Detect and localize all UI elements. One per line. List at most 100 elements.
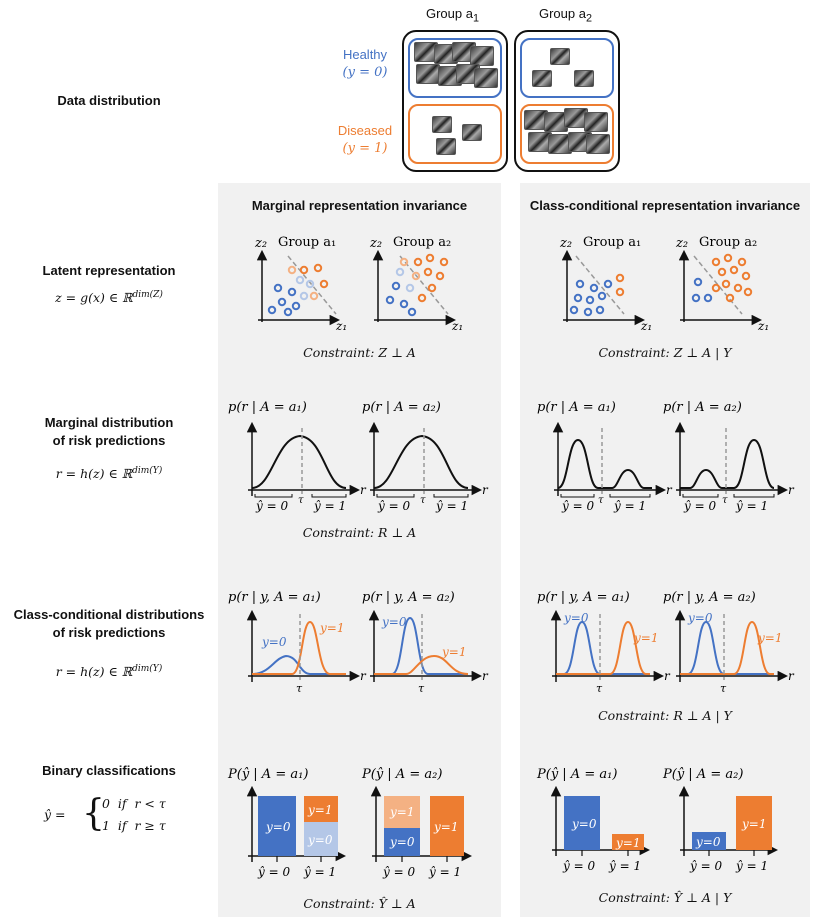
yhat1-label: ŷ = 1 [435, 499, 468, 513]
panel-marginal-invariance [218, 183, 501, 917]
row-label-marginal: Marginal distribution of risk prediction… [0, 414, 218, 450]
diseased-label: Diseased (y = 1) [330, 122, 400, 158]
xray-thumbnail [470, 46, 494, 66]
row-label-latent: Latent representation [42, 263, 176, 278]
row-label-marginal-l2: of risk predictions [52, 433, 166, 448]
group-a1-header: Group a1 [405, 6, 500, 25]
axis-label-z1: z₁ [640, 319, 652, 333]
xtick-yhat0: ŷ = 0 [257, 865, 290, 879]
row-label-classcond: Class-conditional distributions of risk … [0, 606, 218, 642]
xtick-yhat1: ŷ = 1 [735, 859, 768, 873]
axis-label-z2: z₂ [254, 236, 267, 251]
y1-label: y=1 [757, 631, 782, 645]
plot-title-group-a1: Group a₁ [278, 235, 336, 250]
axis-label-z1: z₁ [335, 319, 347, 333]
plot-title-group-a1: Group a₁ [583, 235, 641, 250]
y1-label: y=1 [633, 631, 658, 645]
yhat0-label: ŷ = 0 [561, 499, 594, 513]
plot-title-P-a2: P(ŷ | A = a₂) [662, 767, 743, 782]
diseased-text: Diseased [337, 123, 393, 138]
plot-title-p-marg-a1: p(r | A = a₁) [537, 400, 616, 415]
y0-label: y=0 [261, 635, 287, 649]
xtick-yhat1: ŷ = 1 [608, 859, 641, 873]
bar-yhat1-y1 [304, 796, 338, 822]
axis-label-r: r [482, 669, 489, 683]
xray-thumbnail [586, 134, 610, 154]
group-a1-healthy-box [408, 38, 502, 98]
xtick-yhat0: ŷ = 0 [562, 859, 595, 873]
constraint-latent-left: Constraint: Z ⊥ A [303, 345, 416, 360]
column-title-marginal: Marginal representation invariance [251, 198, 468, 213]
plot-title-p-cond-a2: p(r | y, A = a₂) [663, 590, 756, 605]
axis-label-r: r [664, 669, 671, 683]
xtick-yhat0: ŷ = 0 [382, 865, 415, 879]
latent-plot-right-a1: z₂ Group a₁ z₁ [559, 235, 652, 333]
marginal-plot-left-a2: p(r | A = a₂) r τ ŷ = 0 ŷ = 1 [362, 400, 489, 513]
group-a2-healthy-box [520, 38, 614, 98]
tau-label: τ [596, 682, 603, 695]
constraint-marginal-left: Constraint: R ⊥ A [302, 525, 417, 540]
plot-title-group-a2: Group a₂ [393, 235, 451, 250]
group-a1-box [402, 30, 508, 172]
plot-title-p-cond-a1: p(r | y, A = a₁) [537, 590, 630, 605]
constraint-classcond-right: Constraint: R ⊥ A | Y [598, 708, 732, 723]
xray-thumbnail [584, 112, 608, 132]
formula-classcond: r = h(z) ∈ ℝdim(Y) [0, 664, 218, 679]
axis-label-z1: z₁ [757, 319, 769, 333]
group-a1-text: Group a [425, 6, 473, 21]
healthy-text: Healthy [342, 47, 388, 62]
yhat1-label: ŷ = 1 [735, 499, 768, 513]
xtick-yhat1: ŷ = 1 [303, 865, 336, 879]
plot-title-P-a1: P(ŷ | A = a₁) [227, 767, 308, 782]
plot-title-p-marg-a2: p(r | A = a₂) [362, 400, 441, 415]
y0-label: y=0 [687, 611, 713, 625]
row-label-binary: Binary classifications [42, 763, 176, 778]
tau-label: τ [298, 495, 304, 506]
formula-binary: ŷ = { 0 if r < τ 1 if r ≥ τ [44, 792, 204, 842]
axis-label-z2: z₂ [559, 236, 572, 251]
xray-thumbnail [550, 48, 570, 65]
group-a2-header: Group a2 [518, 6, 613, 25]
tau-label: τ [296, 682, 303, 695]
constraint-latent-right: Constraint: Z ⊥ A | Y [598, 345, 732, 360]
yhat0-label: ŷ = 0 [377, 499, 410, 513]
axis-label-z2: z₂ [675, 236, 688, 251]
bar-yhat0 [564, 796, 600, 850]
plot-title-p-marg-a2: p(r | A = a₂) [663, 400, 742, 415]
yhat1-label: ŷ = 1 [613, 499, 646, 513]
bar-label-y1: y=1 [615, 836, 640, 850]
classcond-plot-right-a2: p(r | y, A = a₂) r τ y=0 y=1 [663, 590, 795, 695]
bar-yhat0 [258, 796, 296, 856]
bar-label-y0: y=0 [389, 835, 415, 849]
y0-label: y=0 [563, 611, 589, 625]
marginal-plot-right-a1: p(r | A = a₁) r τ ŷ = 0 ŷ = 1 [537, 400, 673, 513]
axis-label-r: r [360, 669, 367, 683]
marginal-plot-right-a2: p(r | A = a₂) r τ ŷ = 0 ŷ = 1 [663, 400, 795, 513]
bar-label-y0: y=0 [265, 820, 291, 834]
binary-plot-right-a2: P(ŷ | A = a₂) y=0 y=1 ŷ = 0 ŷ = 1 [662, 767, 779, 873]
bar-label-y1: y=1 [741, 817, 766, 831]
classcond-plot-left-a2: p(r | y, A = a₂) r τ y=0 y=1 [362, 590, 489, 695]
group-a2-sub: 2 [585, 12, 592, 25]
formula-latent-sup: dim(Z) [132, 290, 163, 300]
bar-label-y0: y=0 [571, 817, 597, 831]
bar-yhat0 [692, 832, 726, 850]
formula-classcond-sup: dim(Y) [132, 664, 163, 674]
axis-label-r: r [482, 483, 489, 497]
group-a2-diseased-box [520, 104, 614, 164]
tau-label: τ [722, 495, 728, 506]
row-label-data-distribution: Data distribution [57, 93, 161, 108]
group-a1-diseased-box [408, 104, 502, 164]
y1-label: y=1 [441, 645, 466, 659]
healthy-y-text: (y = 0) [342, 65, 388, 80]
tau-label: τ [420, 495, 426, 506]
binary-plot-right-a1: P(ŷ | A = a₁) y=0 y=1 ŷ = 0 ŷ = 1 [536, 767, 651, 873]
latent-plot-left-a2: z₂ Group a₂ z₁ [369, 235, 463, 333]
xray-thumbnail [574, 70, 594, 87]
formula-binary-case1: 0 if r < τ [102, 796, 166, 811]
xray-thumbnail [436, 138, 456, 155]
group-a2-text: Group a [538, 6, 586, 21]
formula-latent-text: z = g(x) ∈ ℝ [55, 290, 133, 306]
y0-label: y=0 [381, 615, 407, 629]
